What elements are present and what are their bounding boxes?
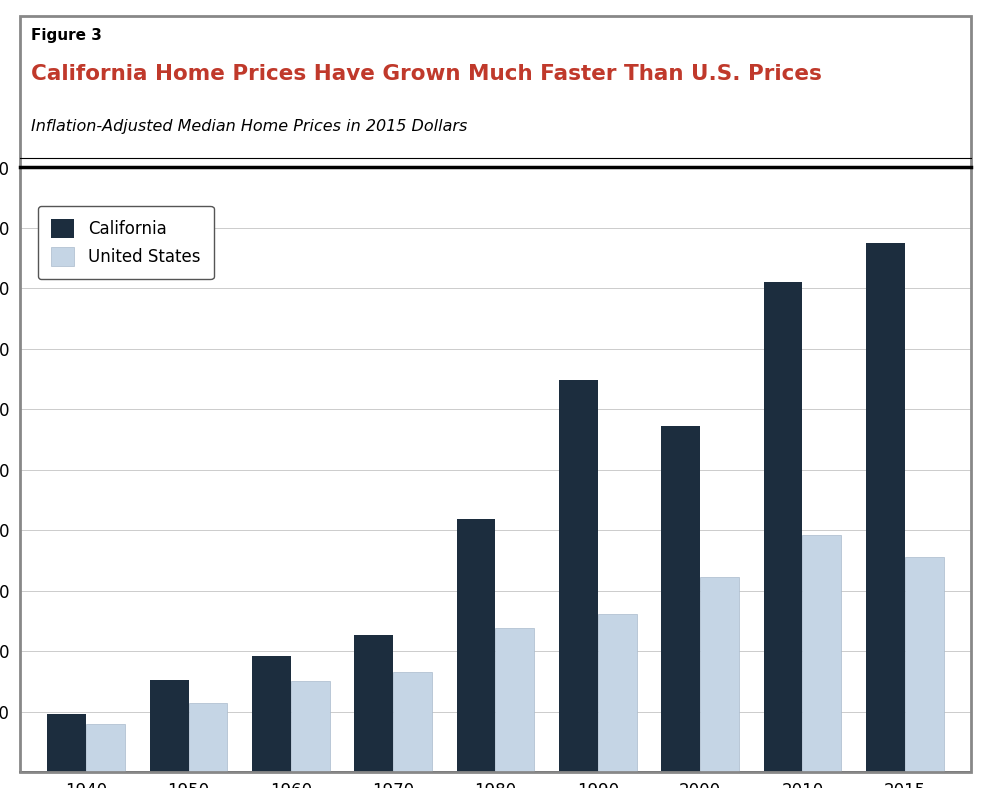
Bar <box>86 724 125 772</box>
Bar <box>291 682 330 772</box>
Text: Inflation-Adjusted Median Home Prices in 2015 Dollars: Inflation-Adjusted Median Home Prices in… <box>32 119 468 134</box>
Bar <box>598 614 636 772</box>
Bar <box>700 578 739 772</box>
Bar <box>188 703 228 772</box>
Bar <box>559 380 598 772</box>
Bar <box>355 635 393 772</box>
Bar <box>48 714 86 772</box>
Bar <box>496 628 534 772</box>
Bar <box>150 680 188 772</box>
Bar <box>866 243 905 772</box>
Text: California Home Prices Have Grown Much Faster Than U.S. Prices: California Home Prices Have Grown Much F… <box>32 64 823 84</box>
Text: Figure 3: Figure 3 <box>32 28 102 43</box>
Bar <box>763 282 803 772</box>
Bar <box>803 535 841 772</box>
Bar <box>905 557 943 772</box>
Bar <box>252 656 291 772</box>
Bar <box>661 426 700 772</box>
Bar <box>393 672 432 772</box>
Legend: California, United States: California, United States <box>38 206 213 279</box>
Bar <box>457 519 496 772</box>
